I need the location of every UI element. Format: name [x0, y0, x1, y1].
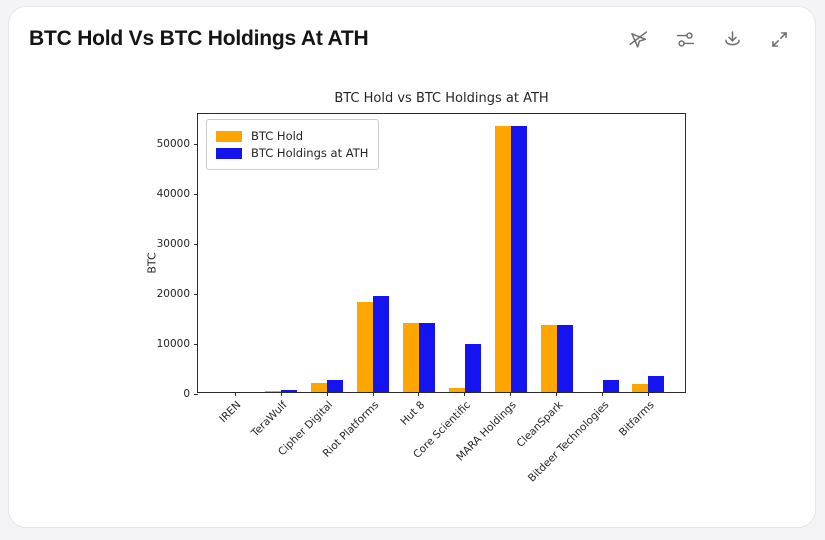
chart-card: BTC Hold Vs BTC Holdings At ATH — [8, 6, 816, 528]
y-tick-label: 50000 — [156, 138, 190, 150]
legend-entry: BTC Hold — [216, 129, 368, 143]
y-tick-label: 20000 — [156, 288, 190, 300]
interactivity-toggle-button[interactable] — [626, 29, 650, 53]
x-tick-mark — [280, 392, 282, 396]
x-tick-label-text: Bitfarms — [617, 399, 657, 439]
y-tick-mark — [194, 293, 198, 295]
y-tick-mark — [194, 343, 198, 345]
chart-title: BTC Hold vs BTC Holdings at ATH — [334, 91, 549, 106]
x-tick-label-text: Hut 8 — [398, 399, 428, 428]
x-tick-mark — [418, 392, 420, 396]
bar-ath — [556, 324, 573, 392]
x-tick-mark — [556, 392, 558, 396]
bar-ath — [418, 323, 435, 392]
bar-ath — [602, 379, 619, 392]
bar-hold — [265, 391, 282, 392]
bar-hold — [540, 324, 557, 392]
legend-swatch — [216, 147, 242, 159]
sliders-icon — [675, 29, 696, 53]
y-tick-mark — [194, 243, 198, 245]
expand-button[interactable] — [767, 29, 791, 53]
chart-plot: BTC 0 10000 20000 30000 40000 50000 IREN TeraWu… — [146, 113, 686, 485]
bar-hold — [632, 384, 649, 392]
x-tick-mark — [464, 392, 466, 396]
toolbar — [626, 29, 791, 53]
x-tick-label-text: IREN — [217, 399, 244, 426]
y-tick-label: 10000 — [156, 338, 190, 350]
legend-swatch — [216, 130, 242, 142]
bar-hold — [448, 387, 465, 392]
bar-hold — [494, 126, 511, 392]
y-tick-mark — [194, 393, 198, 395]
x-tick-label-text: CleanSpark — [514, 399, 566, 450]
download-button[interactable] — [720, 29, 744, 53]
x-tick-mark — [602, 392, 603, 396]
y-axis-label: BTC — [145, 252, 159, 274]
bar-hold — [402, 323, 419, 392]
bar-ath — [373, 295, 389, 392]
bar-ath — [510, 126, 527, 392]
legend: BTC Hold BTC Holdings at ATH — [206, 119, 380, 170]
bar-ath — [464, 343, 481, 392]
y-tick-label: 30000 — [156, 238, 190, 250]
expand-icon — [769, 29, 790, 53]
y-tick-mark — [194, 143, 198, 145]
bar-ath — [648, 376, 665, 392]
legend-label: BTC Holdings at ATH — [251, 146, 369, 160]
x-tick-label-text: Bitdeer Technologies — [525, 399, 611, 485]
chart-settings-button[interactable] — [673, 29, 697, 53]
y-tick-mark — [194, 193, 198, 195]
figure: BTC Hold vs BTC Holdings at ATH BTC 0 100… — [146, 91, 686, 511]
x-tick-mark — [326, 392, 328, 396]
legend-label: BTC Hold — [251, 129, 304, 143]
card-title: BTC Hold Vs BTC Holdings At ATH — [29, 27, 369, 50]
x-tick-mark — [510, 392, 512, 396]
download-icon — [722, 29, 743, 53]
bar-hold — [311, 383, 328, 392]
x-tick-mark — [372, 392, 374, 396]
bar-ath — [281, 389, 298, 392]
x-tick-mark — [234, 392, 236, 396]
legend-entry: BTC Holdings at ATH — [216, 146, 368, 160]
bar-hold — [357, 302, 373, 392]
y-tick-label: 0 — [183, 388, 190, 400]
y-tick-label: 40000 — [156, 188, 190, 200]
x-tick-mark — [647, 392, 649, 396]
pointer-off-icon — [628, 29, 649, 53]
bar-ath — [327, 379, 344, 392]
x-tick-label-text: TeraWulf — [249, 399, 290, 440]
